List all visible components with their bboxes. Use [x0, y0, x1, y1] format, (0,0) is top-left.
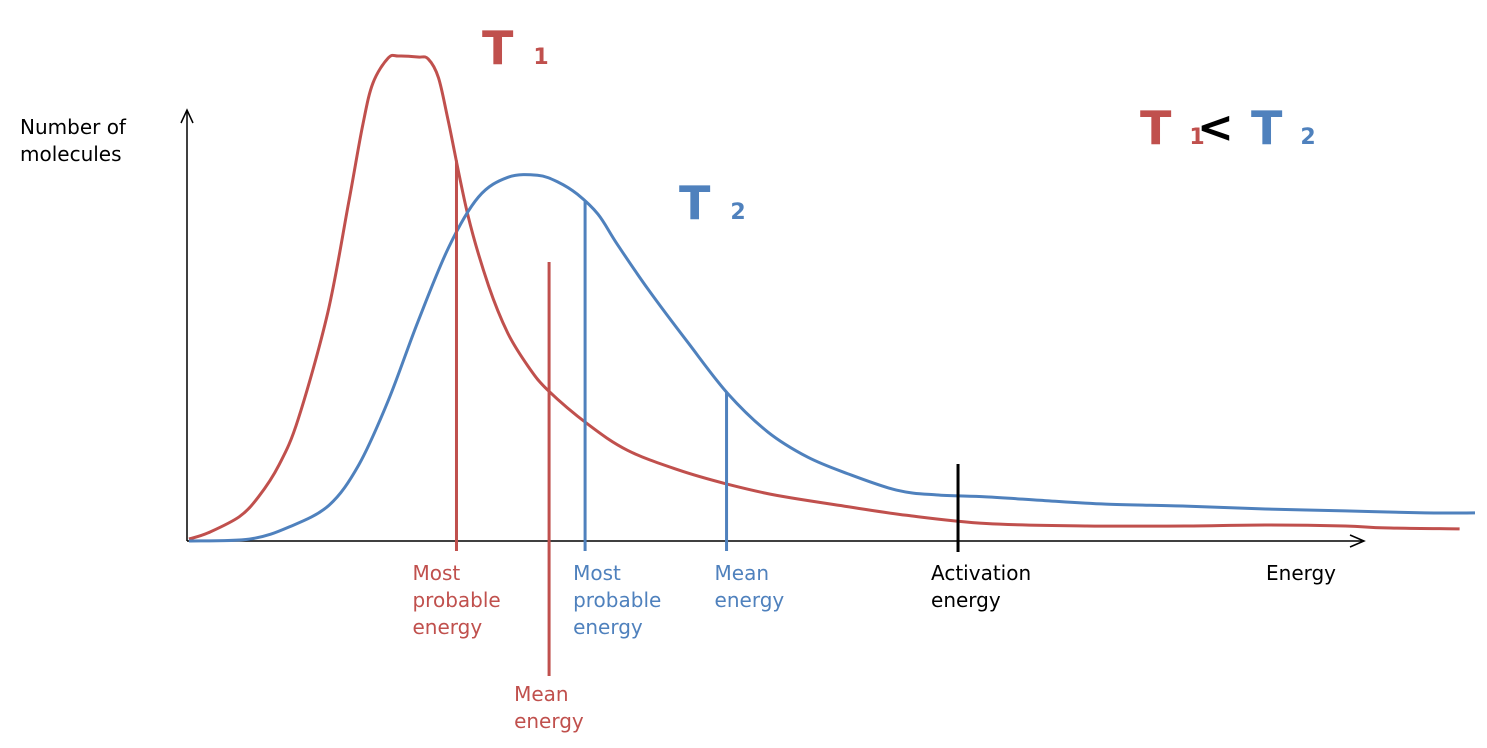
comparison-left-subscript: 1: [1189, 125, 1204, 150]
series-label-t2: T 2: [679, 176, 746, 230]
series-label-t2-subscript: 2: [730, 200, 745, 225]
marker-label: Mean energy: [715, 561, 785, 612]
y-axis-label-line: Number of: [20, 115, 127, 139]
series-line-t2: [188, 173, 1476, 543]
marker-label: Activation energy: [931, 561, 1031, 612]
marker-label-line: Activation: [931, 561, 1031, 585]
marker-label-line: Most: [573, 561, 621, 585]
temperature-comparison: T 1 < T 2: [1140, 101, 1316, 155]
comparison-left-letter: T: [1140, 101, 1172, 155]
marker-label: Mean energy: [514, 682, 584, 733]
marker-label-line: probable: [573, 588, 661, 612]
comparison-right-subscript: 2: [1300, 125, 1315, 150]
y-axis-arrowhead: [180, 108, 194, 124]
marker-label-line: Mean: [715, 561, 770, 585]
marker-label-line: probable: [412, 588, 500, 612]
comparison-right-letter: T: [1251, 101, 1283, 155]
marker-label: Most probable energy: [412, 561, 500, 639]
comparison-operator: <: [1197, 102, 1234, 153]
marker-label-line: energy: [514, 709, 584, 733]
y-axis-label-line: molecules: [20, 142, 122, 166]
marker-label-line: energy: [931, 588, 1001, 612]
x-axis-arrowhead: [1349, 534, 1366, 548]
x-axis-label: Energy: [1266, 561, 1336, 585]
series-label-t1-subscript: 1: [533, 45, 548, 70]
marker-label: Most probable energy: [573, 561, 661, 639]
marker-label-line: energy: [715, 588, 785, 612]
comparison-left: T 1: [1140, 101, 1205, 155]
series-label-t1-letter: T: [482, 21, 514, 75]
series-label-t1: T 1: [482, 21, 549, 75]
y-axis-label: Number of molecules: [20, 115, 132, 166]
series-label-t2-letter: T: [679, 176, 711, 230]
marker-label-line: energy: [412, 615, 482, 639]
series-line-t1: [188, 53, 1460, 541]
marker-label-line: Mean: [514, 682, 569, 706]
axes: [180, 108, 1366, 548]
energy-markers: Most probable energy Mean energy Most probable…: [412, 160, 1031, 733]
marker-label-line: energy: [573, 615, 643, 639]
comparison-right: T 2: [1251, 101, 1316, 155]
marker-label-line: Most: [412, 561, 460, 585]
